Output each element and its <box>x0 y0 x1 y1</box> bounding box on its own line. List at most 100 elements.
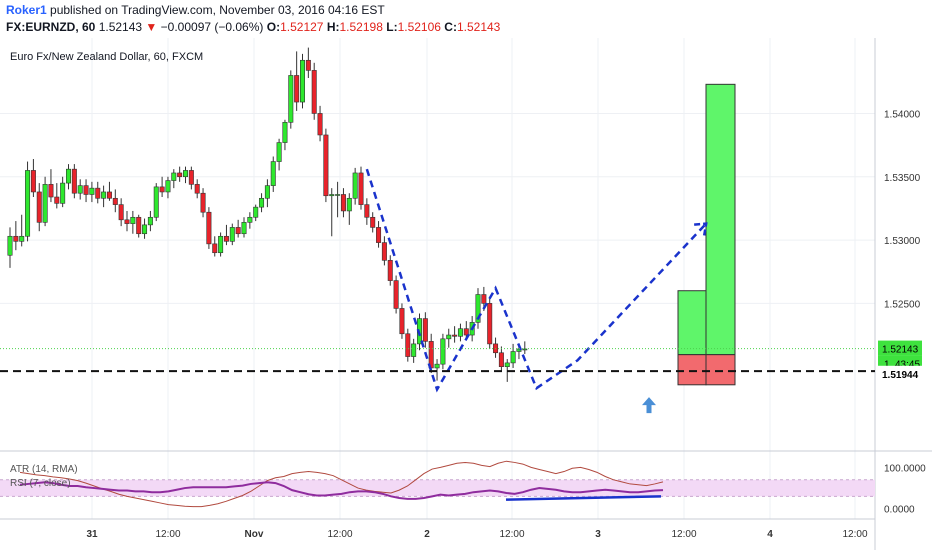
time-tick: 2 <box>424 529 430 540</box>
candle <box>294 51 300 111</box>
candle <box>200 188 206 218</box>
candle-body <box>253 206 259 218</box>
projection-boxes <box>677 83 736 386</box>
candle-body <box>118 204 124 221</box>
candle <box>106 181 112 201</box>
target-box-left <box>677 290 707 356</box>
candle-body <box>194 184 200 194</box>
candle <box>340 188 346 218</box>
candle <box>352 167 358 205</box>
candle <box>30 159 36 198</box>
candle-body <box>381 242 387 261</box>
candle <box>206 207 212 249</box>
candle <box>387 255 393 286</box>
price-tick: 1.54000 <box>884 109 921 120</box>
last-price: 1.52143 <box>98 20 143 34</box>
time-tick: 12:00 <box>327 529 352 540</box>
target-box-right <box>705 83 736 356</box>
candle-body <box>42 184 48 223</box>
candle-body <box>475 294 481 323</box>
candle-body <box>171 172 177 181</box>
candle-body <box>200 192 206 213</box>
candle <box>7 227 13 268</box>
candle <box>510 343 516 368</box>
candle-body <box>7 235 13 256</box>
candle <box>171 169 177 189</box>
candle-body <box>159 186 165 193</box>
candle-body <box>112 197 118 205</box>
time-axis[interactable]: 31 12:00 Nov 12:00 2 12:00 3 12:00 4 12:00 <box>86 529 868 540</box>
candle <box>112 189 118 213</box>
candle-body <box>299 59 305 103</box>
stop-price-tag <box>878 365 928 381</box>
candle-body <box>259 197 265 208</box>
candle <box>323 128 329 203</box>
level-digit-text: 1 <box>884 360 890 371</box>
candle <box>276 138 282 171</box>
candle-body <box>89 187 95 195</box>
candle <box>19 214 25 247</box>
quote-line: FX:EURNZD, 60 1.52143 ▼ −0.00097 (−0.06%… <box>6 20 500 34</box>
candle-body <box>13 235 19 242</box>
divergence-line <box>505 495 662 501</box>
candle <box>299 53 305 109</box>
candle-body <box>510 351 516 364</box>
published-text: published on TradingView.com, November 0… <box>50 3 385 17</box>
change-value: −0.00097 (−0.06%) <box>160 20 264 34</box>
candle-body <box>498 352 504 367</box>
candle-body <box>405 333 411 357</box>
candle <box>346 193 352 225</box>
time-tick: 4 <box>767 529 773 540</box>
candle-body <box>130 216 136 224</box>
candle <box>235 219 241 238</box>
candle <box>95 181 101 204</box>
candle <box>101 185 107 208</box>
candle <box>399 303 405 339</box>
candle <box>83 179 89 203</box>
candle-body <box>223 235 229 242</box>
candle-body <box>329 194 335 197</box>
candle-body <box>241 222 247 235</box>
candle <box>13 221 19 251</box>
candle-body <box>165 180 171 193</box>
candle <box>305 47 311 78</box>
candle-body <box>183 170 189 178</box>
publisher-name[interactable]: Roker1 <box>6 3 47 17</box>
candle-body <box>101 191 107 199</box>
candle <box>487 297 493 349</box>
candle-body <box>376 227 382 243</box>
candle-body <box>276 142 282 162</box>
symbol-label: FX:EURNZD, 60 <box>6 20 96 34</box>
candle <box>522 341 528 355</box>
time-tick: 3 <box>595 529 601 540</box>
candle-body <box>504 362 510 367</box>
candle <box>317 105 323 142</box>
candle-body <box>270 161 276 186</box>
candle-body <box>387 260 393 281</box>
candle <box>311 62 317 120</box>
candle-body <box>411 343 417 357</box>
candle-body <box>124 219 130 224</box>
candles <box>7 47 528 382</box>
low-value: 1.52106 <box>397 20 441 34</box>
pattern-arrowhead <box>694 222 708 236</box>
candle <box>188 166 194 190</box>
candle <box>36 183 42 232</box>
close-label: C: <box>444 20 457 34</box>
candle <box>153 183 159 222</box>
chart-canvas[interactable]: Euro Fx/New Zealand Dollar, 60, FXCM 1.5… <box>0 38 932 550</box>
candle-body <box>136 216 142 235</box>
candle-body <box>370 216 376 228</box>
candle <box>422 312 428 348</box>
candle-body <box>522 348 528 351</box>
candle <box>124 210 130 232</box>
candle-body <box>463 328 469 336</box>
time-tick: 12:00 <box>842 529 867 540</box>
candle-body <box>153 186 159 218</box>
candle <box>42 176 48 227</box>
candle-body <box>106 191 112 199</box>
candle <box>393 275 399 314</box>
candle-body <box>218 235 224 254</box>
price-axis[interactable]: 1.54000 1.53500 1.53000 1.52500 1.52143 43:45… <box>878 109 928 381</box>
candle-body <box>481 294 487 304</box>
